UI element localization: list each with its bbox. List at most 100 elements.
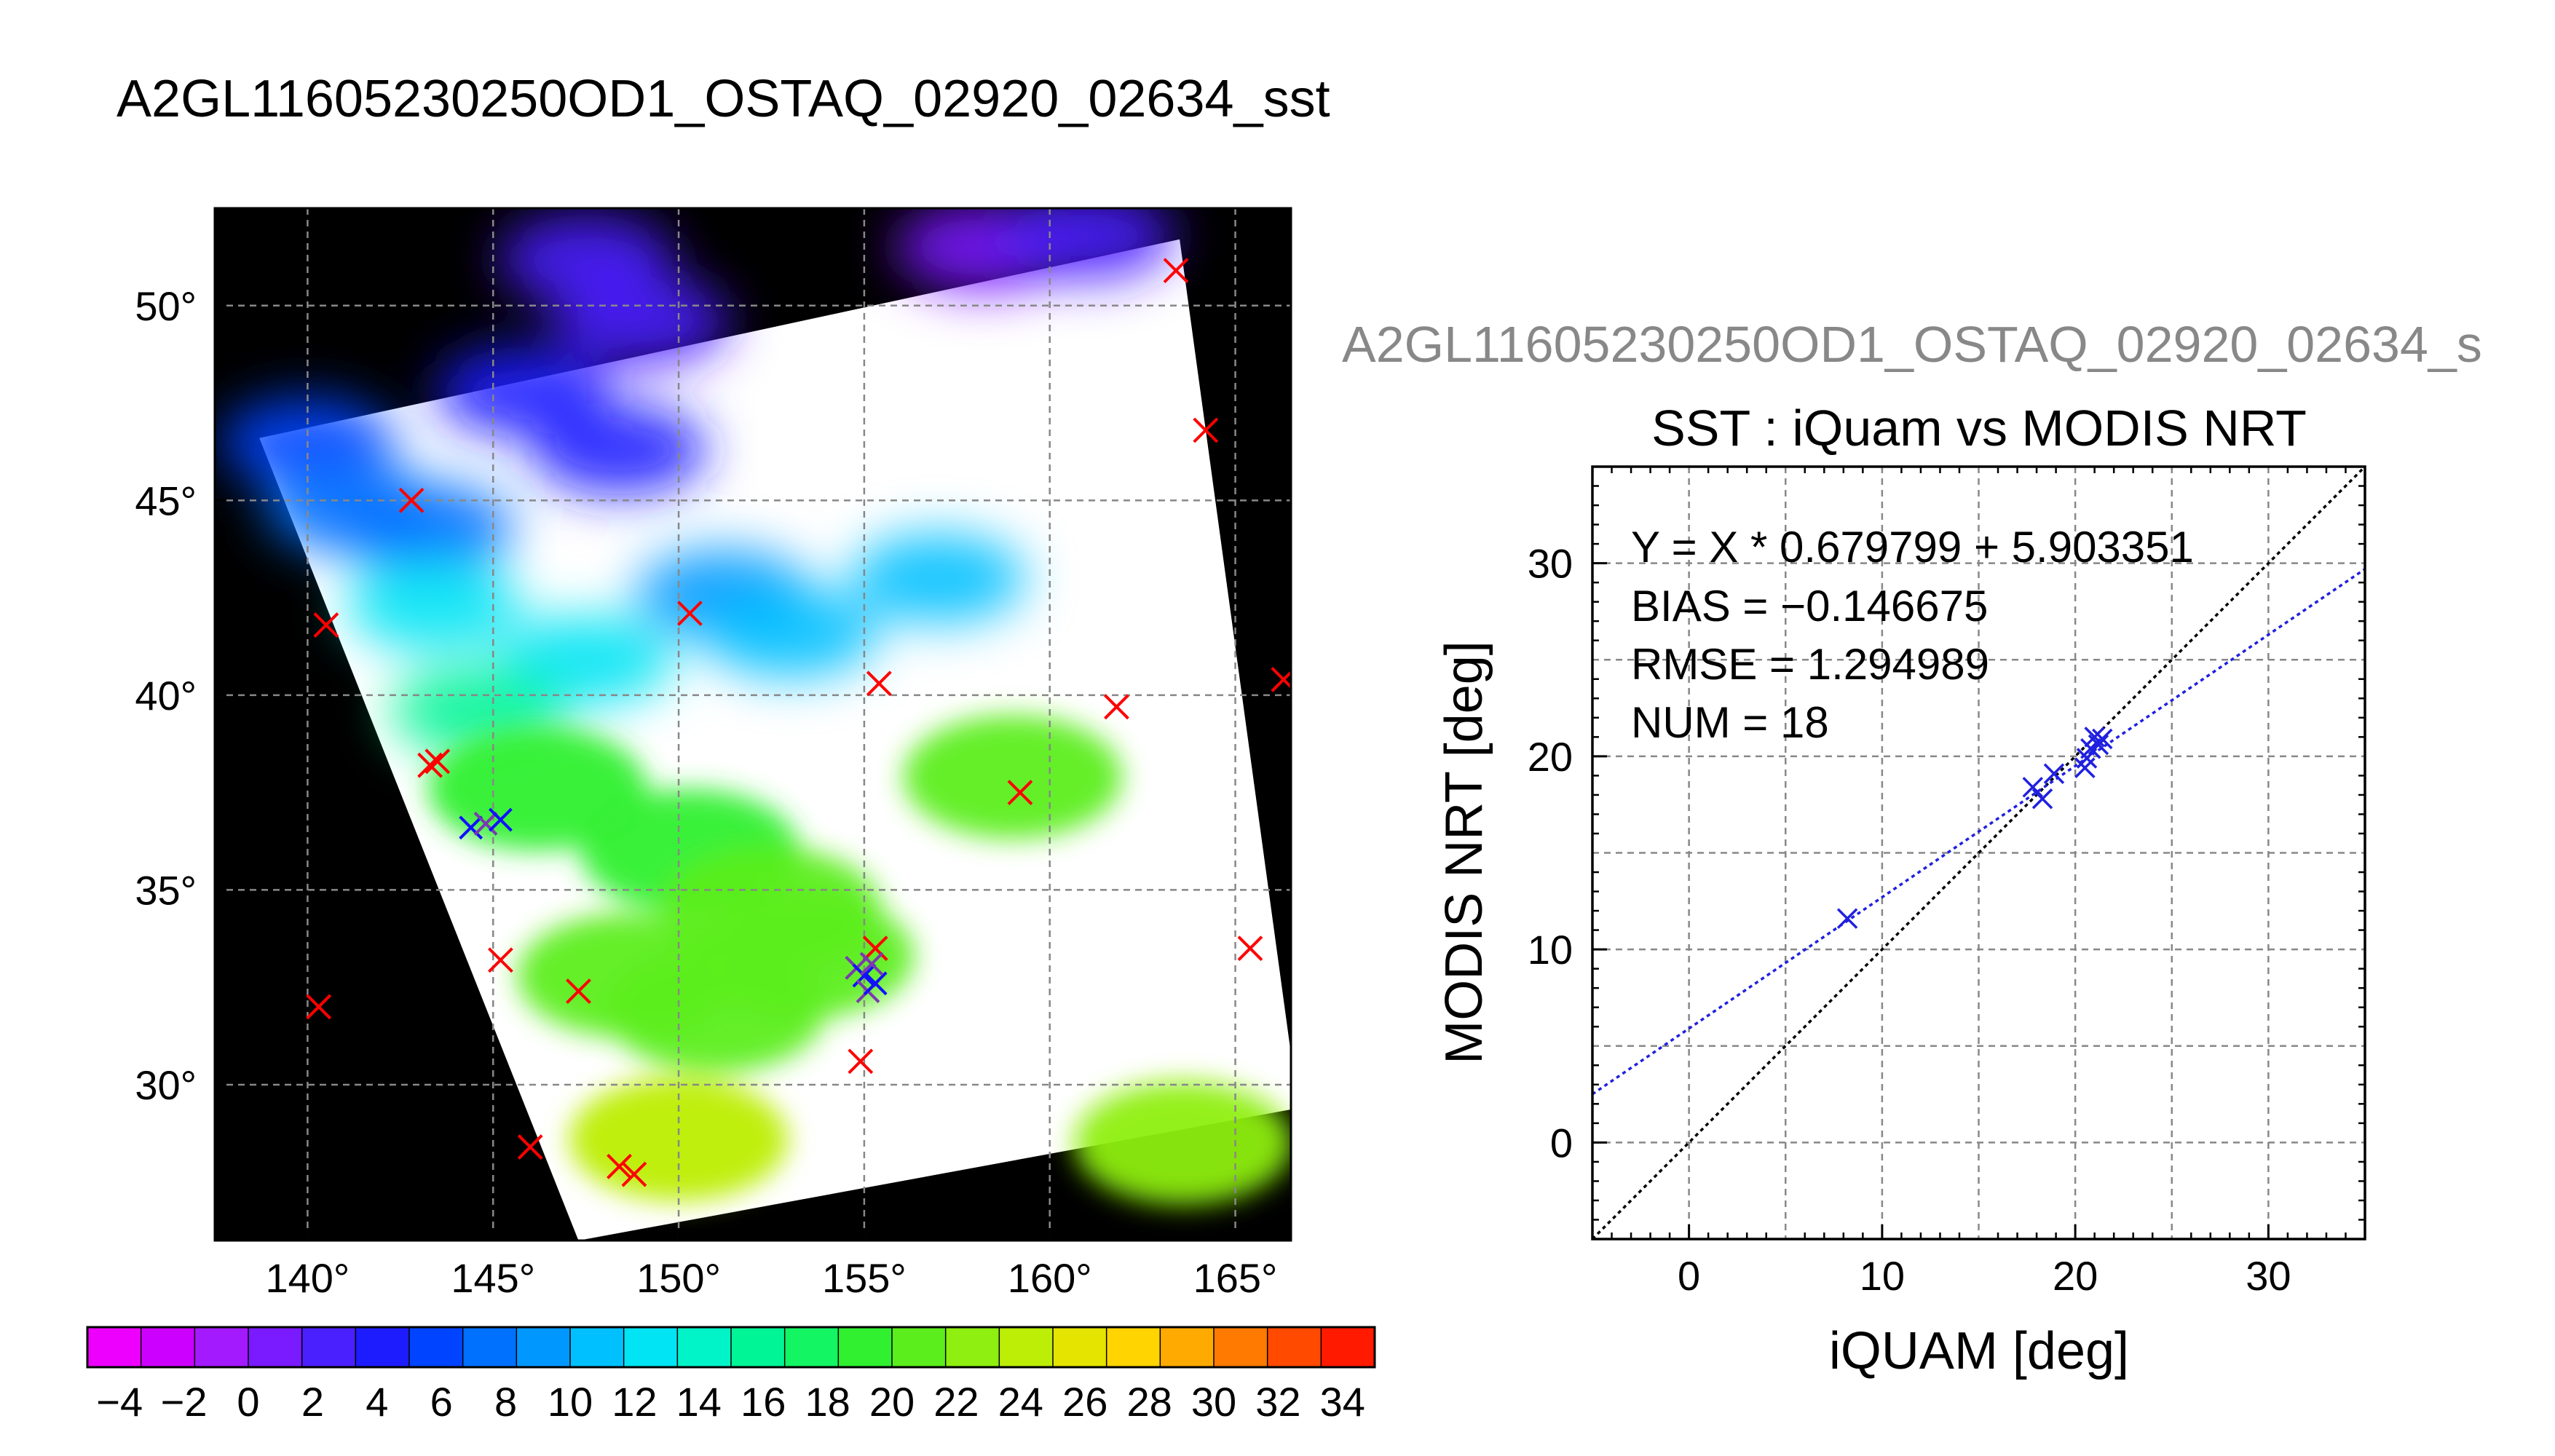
in-situ-point — [607, 1153, 632, 1179]
scatter-y-label: MODIS NRT [deg] — [1435, 641, 1493, 1064]
colorbar-label: 6 — [430, 1379, 453, 1425]
sst-colorbar: −4 −2 0 2 4 6 8 10 12 14 16 18 20 22 24 26 28 30 32 34 — [86, 1326, 1376, 1425]
scatter-x-tick-label: 0 — [1678, 1253, 1700, 1299]
colorbar-label: 18 — [805, 1379, 850, 1425]
in-situ-point — [1163, 258, 1189, 284]
sst-warm-patch — [903, 715, 1122, 839]
scatter-y-tick-label: 10 — [1528, 927, 1573, 973]
sst-cold-patch — [346, 560, 521, 651]
colorbar-cell — [1214, 1327, 1268, 1367]
colorbar-cell — [301, 1327, 356, 1367]
matchup-point — [473, 812, 498, 836]
colorbar-cell — [87, 1327, 142, 1367]
colorbar-labels: −4 −2 0 2 4 6 8 10 12 14 16 18 20 22 24 26 28 30 32 34 — [96, 1379, 1365, 1425]
colorbar-cell — [623, 1327, 678, 1367]
scatter-point — [2092, 728, 2113, 750]
map-gridlines — [215, 208, 1291, 1241]
in-situ-point — [424, 748, 451, 775]
colorbar-cell — [248, 1327, 303, 1367]
colorbar-label: 30 — [1191, 1379, 1236, 1425]
map-y-tick-label: 45° — [135, 478, 197, 523]
stats-bias: BIAS = −0.146675 — [1631, 582, 1988, 630]
page-title: A2GL11605230250OD1_OSTAQ_02920_02634_sst — [117, 70, 1330, 128]
scatter-x-label: iQUAM [deg] — [1829, 1322, 2129, 1380]
colorbar-label: 24 — [998, 1379, 1043, 1425]
scatter-x-ticks: 0 10 20 30 — [1678, 1224, 2291, 1299]
matchup-point — [852, 963, 877, 988]
sst-cold-patch — [339, 482, 514, 573]
colorbar-cell — [677, 1327, 732, 1367]
map-longitude-ticks: 140° 145° 150° 155° 160° 165° — [265, 1230, 1277, 1301]
in-situ-point — [313, 612, 339, 638]
colorbar-cell — [141, 1327, 195, 1367]
colorbar-cell — [784, 1327, 839, 1367]
colorbar-cell — [731, 1327, 786, 1367]
scatter-subtitle: A2GL11605230250OD1_OSTAQ_02920_02634_s — [1342, 316, 2482, 373]
in-situ-markers — [306, 258, 1291, 1187]
in-situ-point — [1271, 667, 1291, 692]
matchup-point — [489, 807, 513, 832]
in-situ-point — [517, 1134, 543, 1160]
scatter-title: SST : iQuam vs MODIS NRT — [1651, 400, 2307, 456]
map-x-tick-label: 160° — [1008, 1255, 1092, 1301]
stats-regression-eq: Y = X * 0.679799 + 5.903351 — [1631, 523, 2194, 571]
colorbar-label: −4 — [96, 1379, 143, 1425]
colorbar-label: 10 — [548, 1379, 593, 1425]
colorbar-cell — [1106, 1327, 1161, 1367]
in-situ-point — [866, 670, 892, 697]
colorbar-label: 20 — [869, 1379, 915, 1425]
in-situ-point — [848, 1048, 874, 1075]
sst-cold-patch — [999, 208, 1174, 281]
in-situ-point — [1007, 780, 1033, 806]
colorbar-label: 28 — [1126, 1379, 1172, 1425]
scatter-point — [2031, 788, 2053, 810]
colorbar-label: 12 — [612, 1379, 657, 1425]
colorbar-label: 32 — [1255, 1379, 1300, 1425]
colorbar-cell — [570, 1327, 625, 1367]
map-y-tick-label: 30° — [135, 1062, 197, 1108]
scatter-point — [1836, 908, 1858, 929]
map-frame — [213, 207, 1292, 1242]
sst-cold-patch — [702, 587, 877, 678]
colorbar-cell — [1160, 1327, 1215, 1367]
in-situ-point — [488, 947, 513, 973]
satellite-swath — [259, 239, 1291, 1241]
scatter-x-tick-label: 30 — [2246, 1253, 2291, 1299]
scatter-point — [2088, 734, 2109, 756]
scatter-y-tick-label: 30 — [1528, 541, 1573, 587]
colorbar-cell — [945, 1327, 1000, 1367]
in-situ-point — [398, 487, 424, 513]
scatter-panel: A2GL11605230250OD1_OSTAQ_02920_02634_s S… — [1342, 316, 2482, 1380]
map-y-tick-label: 40° — [135, 673, 197, 719]
matchup-markers — [459, 807, 888, 1003]
scatter-y-tick-label: 20 — [1528, 734, 1573, 780]
colorbar-label: 0 — [237, 1379, 259, 1425]
colorbar-label: 2 — [301, 1379, 324, 1425]
colorbar-label: −2 — [161, 1379, 208, 1425]
scatter-gridlines — [1592, 467, 2365, 1239]
colorbar-cell — [838, 1327, 893, 1367]
map-x-tick-label: 145° — [451, 1255, 535, 1301]
in-situ-point — [621, 1161, 647, 1187]
one-to-one-line — [1592, 467, 2365, 1239]
colorbar-label: 8 — [494, 1379, 517, 1425]
map-latitude-ticks: 30° 35° 40° 45° 50° — [135, 283, 225, 1108]
stats-rmse: RMSE = 1.294989 — [1631, 640, 1989, 689]
colorbar-cell — [355, 1327, 410, 1367]
scatter-point — [2043, 763, 2065, 784]
colorbar-label: 34 — [1320, 1379, 1365, 1425]
sst-warm-patch — [1074, 1081, 1291, 1206]
colorbar-label: 16 — [741, 1379, 786, 1425]
in-situ-point — [676, 601, 703, 626]
scatter-x-tick-label: 20 — [2053, 1253, 2098, 1299]
sst-cold-patch — [850, 533, 1026, 624]
colorbar-cell — [409, 1327, 464, 1367]
scatter-point — [2022, 777, 2044, 798]
colorbar-label: 14 — [676, 1379, 722, 1425]
map-x-tick-label: 140° — [265, 1255, 350, 1301]
map-x-tick-label: 150° — [636, 1255, 721, 1301]
matchup-point — [863, 971, 888, 996]
map-y-tick-label: 35° — [135, 867, 197, 913]
matchup-point — [459, 815, 483, 840]
cold-sst-field — [220, 208, 1174, 756]
